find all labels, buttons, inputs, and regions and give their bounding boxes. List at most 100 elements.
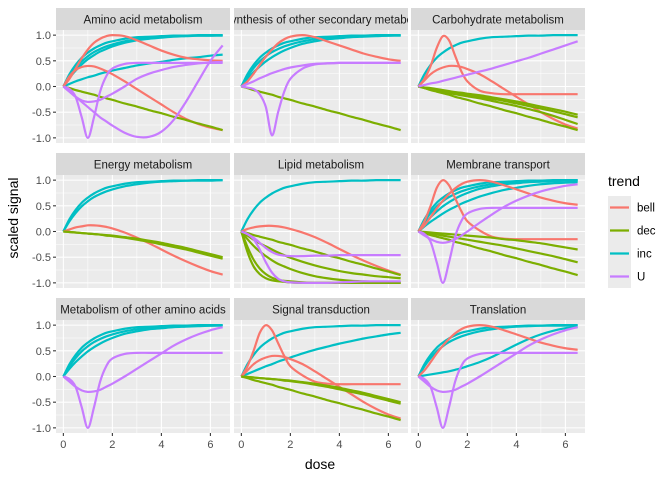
y-tick-label: -1.0 <box>32 133 51 145</box>
legend-item-inc: inc <box>608 242 652 265</box>
series-line-U <box>62 326 223 394</box>
y-tick-label: 0.0 <box>36 227 51 239</box>
x-tick-label: 0 <box>60 439 66 451</box>
panel-carbohydrate-metabolism: Carbohydrate metabolism <box>411 8 585 143</box>
panel-translation: Translation 0 2 4 6 <box>411 298 585 451</box>
legend-title: trend <box>608 173 640 189</box>
series-line-U <box>417 351 578 429</box>
panel-biosynthesis-of-other-secondary-metabolites: Biosynthesis of other secondary metaboli… <box>208 8 433 143</box>
series-line-inc <box>240 179 401 232</box>
x-tick-label: 0 <box>238 439 244 451</box>
y-tick-label: 0.0 <box>36 372 51 384</box>
series-line-U <box>62 351 223 429</box>
series-line-dec <box>418 85 578 132</box>
y-tick-label: 1.0 <box>36 175 51 187</box>
series-line-dec <box>241 375 401 422</box>
facet-strip <box>56 298 230 320</box>
x-axis-title: dose <box>305 456 336 472</box>
series-line-U <box>62 61 223 139</box>
series-line-dec <box>241 85 401 132</box>
x-tick-label: 4 <box>158 439 164 451</box>
series-line-U <box>62 44 224 139</box>
facet-strip <box>411 298 585 320</box>
y-tick-label: 0.5 <box>36 201 51 213</box>
y-tick-label: 1.0 <box>36 30 51 42</box>
facet-strip-label: Carbohydrate metabolism <box>432 15 564 27</box>
series-line-inc <box>240 324 401 377</box>
series-line-inc <box>418 325 578 378</box>
series-line-bell <box>417 324 578 378</box>
y-tick-label: 0.5 <box>36 346 51 358</box>
panel-signal-transduction: Signal transduction 0 2 4 6 <box>234 298 408 451</box>
x-tick-label: 0 <box>415 439 421 451</box>
facet-strip-label: Amino acid metabolism <box>84 15 203 27</box>
y-tick-label: -0.5 <box>32 252 51 264</box>
y-tick-label: 0.0 <box>36 82 51 94</box>
series-line-bell <box>417 179 578 233</box>
series-line-U <box>62 60 223 104</box>
series-line-dec <box>418 230 578 264</box>
series-line-bell <box>63 224 223 276</box>
panel-lipid-metabolism: Lipid metabolism <box>234 153 408 288</box>
facet-strip-label: Biosynthesis of other secondary metaboli… <box>208 15 433 27</box>
y-tick-label: 0.5 <box>36 56 51 68</box>
gridlines <box>411 175 585 288</box>
series-line-dec <box>418 230 578 251</box>
series-line-bell <box>417 34 578 96</box>
series-line-dec <box>418 230 578 277</box>
facet-strip-label: Membrane transport <box>446 160 550 172</box>
series-line-bell <box>240 224 402 276</box>
series-line-inc <box>62 179 223 233</box>
facet-strip <box>234 153 408 175</box>
x-tick-label: 2 <box>109 439 115 451</box>
y-axis-title: scaled signal <box>5 178 21 259</box>
series-line-inc <box>417 34 578 87</box>
x-tick-label: 6 <box>562 439 568 451</box>
panel-amino-acid-metabolism: Amino acid metabolism -1.0 -0.5 0.0 0.5 1.0 <box>32 8 230 145</box>
panels-layer: Amino acid metabolism -1.0 -0.5 0.0 0.5 1.0 Bi… <box>32 8 585 451</box>
facet-strip <box>56 153 230 175</box>
facet-strip <box>411 153 585 175</box>
panel-membrane-transport: Membrane transport <box>411 153 585 288</box>
series-line-inc <box>62 324 223 378</box>
series-lines <box>240 34 401 137</box>
facet-strip <box>56 8 230 30</box>
gridlines <box>56 320 230 433</box>
legend-label: bell <box>637 203 655 215</box>
series-line-U <box>240 230 401 258</box>
facet-strip-label: Energy metabolism <box>94 160 192 172</box>
x-tick-label: 4 <box>336 439 342 451</box>
series-line-dec <box>63 230 223 260</box>
y-tick-label: -0.5 <box>32 107 51 119</box>
x-tick-label: 2 <box>464 439 470 451</box>
x-tick-label: 4 <box>513 439 519 451</box>
y-tick-label: -0.5 <box>32 397 51 409</box>
panel-energy-metabolism: Energy metabolism -1.0 -0.5 0.0 0.5 1.0 <box>32 153 230 290</box>
legend-item-u: U <box>608 265 645 288</box>
legend-label: dec <box>637 226 656 238</box>
series-line-U <box>417 183 578 244</box>
series-line-dec <box>241 230 401 277</box>
series-line-U <box>418 40 578 88</box>
y-tick-label: -1.0 <box>32 423 51 435</box>
series-line-U <box>417 206 578 284</box>
legend-label: U <box>637 272 645 284</box>
facet-strip <box>234 298 408 320</box>
series-line-dec <box>63 85 223 132</box>
legend: trend bell dec inc U <box>608 173 656 288</box>
series-line-bell <box>240 354 402 420</box>
series-line-dec <box>241 375 401 405</box>
x-tick-label: 2 <box>287 439 293 451</box>
series-line-U <box>417 326 578 394</box>
facet-strip-label: Translation <box>470 305 526 317</box>
legend-item-bell: bell <box>608 196 655 219</box>
facet-strip-label: Signal transduction <box>272 305 370 317</box>
series-line-inc <box>240 331 401 378</box>
panel-metabolism-of-other-amino-acids: Metabolism of other amino acids -1.0 -0.5 0… <box>32 298 230 451</box>
facet-strip <box>234 8 408 30</box>
series-line-inc <box>62 34 223 88</box>
x-tick-label: 6 <box>207 439 213 451</box>
y-tick-label: -1.0 <box>32 278 51 290</box>
series-lines <box>240 324 402 422</box>
series-lines <box>62 34 224 139</box>
